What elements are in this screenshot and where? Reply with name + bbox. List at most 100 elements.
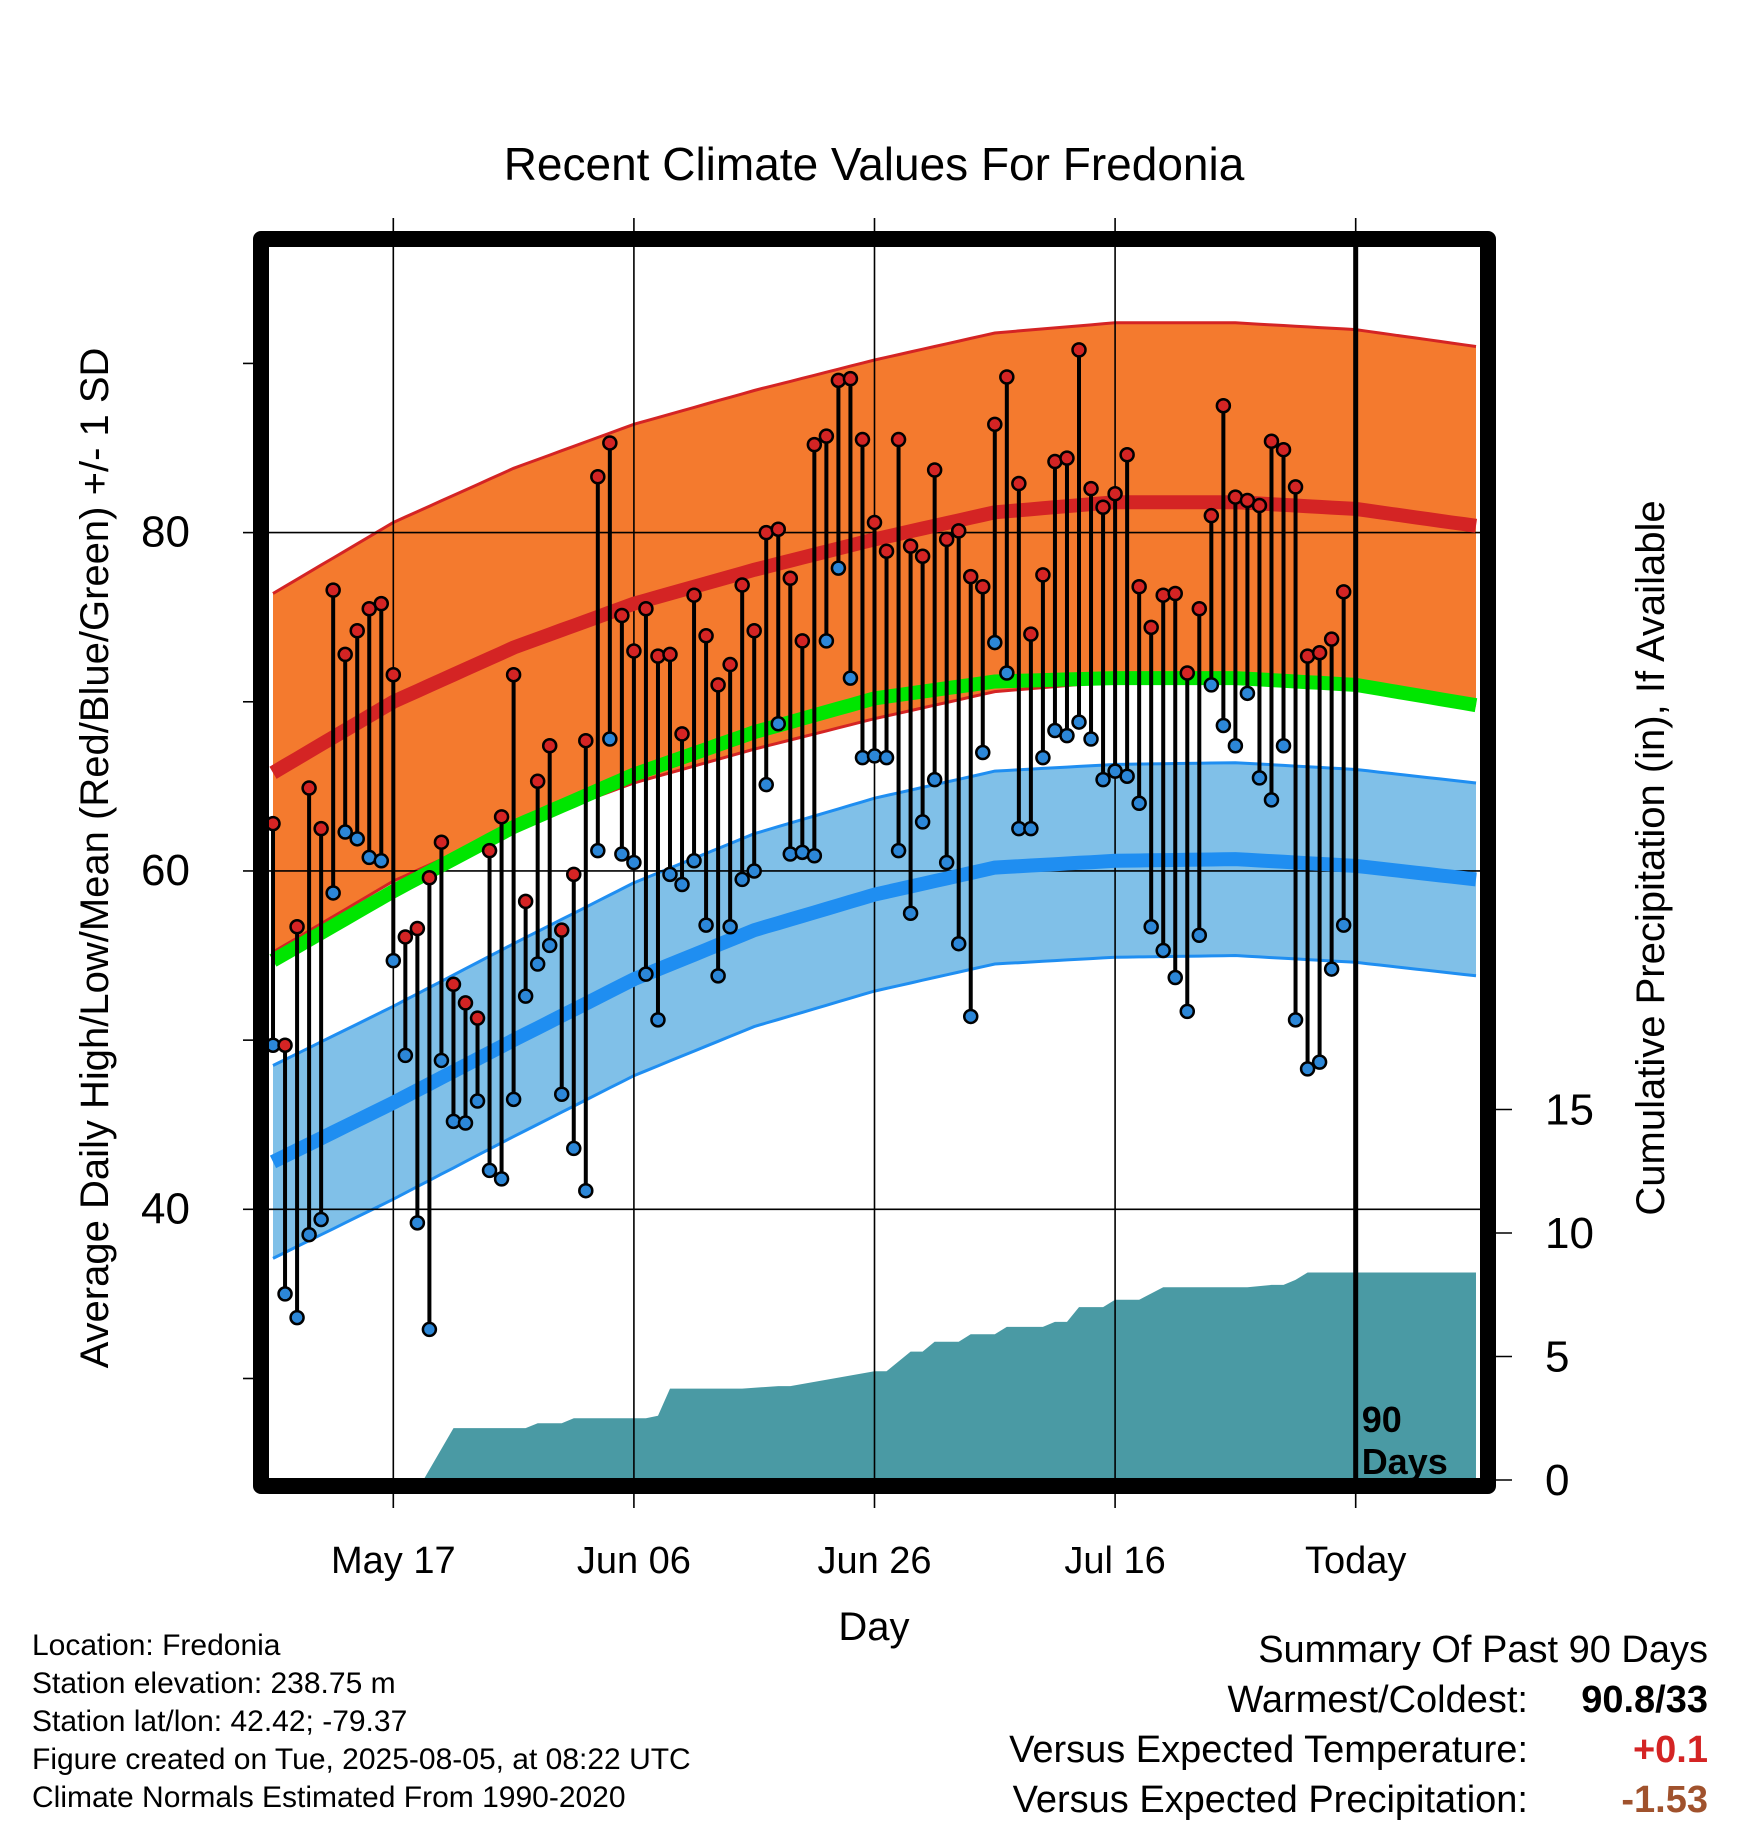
daily-high-point [999, 369, 1015, 385]
daily-high-point [1287, 479, 1304, 495]
daily-high-point [1059, 450, 1075, 466]
daily-low-point [1215, 717, 1232, 734]
daily-high-point [614, 607, 630, 624]
daily-high-point [433, 834, 450, 850]
daily-high-point [349, 622, 365, 639]
daily-high-point [529, 773, 546, 790]
daily-high-point [1179, 665, 1196, 681]
daily-high-point [277, 1037, 293, 1053]
daily-high-point [890, 431, 907, 448]
daily-low-point [1263, 792, 1280, 808]
daily-low-point [1287, 1012, 1304, 1028]
daily-high-point [1167, 585, 1183, 602]
daily-low-point [614, 846, 630, 862]
daily-low-point [902, 905, 919, 922]
daily-low-point [698, 917, 714, 933]
daily-high-point [938, 531, 955, 548]
daily-high-point [373, 595, 390, 612]
daily-low-point [1179, 1003, 1196, 1020]
daily-low-point [277, 1286, 293, 1302]
daily-high-point [806, 436, 823, 453]
daily-high-point [517, 893, 534, 910]
daily-high-point [267, 815, 281, 832]
daily-low-point [1143, 919, 1159, 935]
daily-low-point [566, 1140, 582, 1157]
daily-low-point [289, 1309, 305, 1326]
y2-tick-label: 15 [1545, 1086, 1594, 1135]
daily-low-point [1299, 1061, 1316, 1077]
daily-low-point [493, 1171, 510, 1187]
elevation-text: Station elevation: 238.75 m [32, 1667, 396, 1700]
daily-low-point [686, 853, 702, 869]
daily-low-point [1251, 770, 1268, 786]
daily-low-point [578, 1182, 594, 1199]
daily-high-point [1035, 567, 1051, 583]
daily-low-point [1167, 969, 1183, 986]
daily-low-point [1059, 727, 1075, 744]
daily-low-point [409, 1215, 426, 1231]
summary-title: Summary Of Past 90 Days [1258, 1629, 1708, 1671]
daily-low-point [674, 876, 690, 893]
x-axis-label: Day [838, 1605, 909, 1649]
daily-high-point [289, 919, 305, 935]
daily-high-point [421, 869, 438, 886]
daily-high-point [746, 622, 762, 639]
daily-high-point [445, 976, 462, 993]
x-tick-label: Today [1305, 1540, 1406, 1582]
daily-low-point [301, 1226, 317, 1243]
daily-low-point [553, 1086, 570, 1103]
daily-low-point [710, 968, 726, 984]
daily-high-point [1131, 578, 1147, 595]
daily-low-point [373, 853, 390, 869]
daily-high-point [902, 538, 919, 554]
station-info: Location: Fredonia Station elevation: 23… [32, 1627, 691, 1817]
normal-low-line [269, 852, 1477, 1169]
daily-low-point [1239, 685, 1256, 702]
daily-low-point [878, 749, 895, 766]
chart-title: Recent Climate Values For Fredonia [504, 138, 1245, 190]
daily-high-point [397, 929, 414, 945]
y-tick-label: 80 [141, 508, 190, 557]
daily-high-point [686, 587, 702, 603]
daily-low-point [626, 854, 642, 871]
daily-low-point [746, 863, 762, 879]
daily-high-point [710, 677, 726, 693]
y2-tick-label: 0 [1545, 1456, 1569, 1505]
daily-high-point [878, 543, 895, 559]
daily-low-point [529, 956, 546, 972]
daily-high-point [337, 646, 353, 663]
today-days-word: Days [1362, 1441, 1448, 1482]
daily-low-point [337, 824, 353, 840]
location-text: Location: Fredonia [32, 1629, 281, 1662]
y-tick-label: 40 [141, 1184, 190, 1233]
daily-low-point [926, 771, 943, 788]
daily-high-point [662, 646, 678, 663]
daily-high-point [457, 995, 474, 1011]
daily-low-point [1023, 820, 1039, 837]
daily-high-point [1275, 441, 1292, 458]
daily-high-point [1203, 507, 1220, 524]
daily-low-point [602, 731, 618, 747]
daily-low-point [987, 634, 1003, 651]
daily-low-point [1227, 738, 1244, 754]
daily-high-point [385, 666, 402, 683]
daily-high-point [722, 656, 738, 673]
daily-high-point [313, 820, 329, 837]
daily-high-point [409, 920, 426, 937]
daily-high-point [987, 416, 1003, 433]
daily-low-point [806, 847, 823, 864]
daily-low-point [421, 1321, 438, 1338]
daily-low-point [541, 937, 558, 954]
y2-tick-label: 5 [1545, 1333, 1569, 1382]
daily-low-point [1335, 917, 1352, 933]
daily-low-point [770, 716, 787, 732]
daily-low-point [349, 831, 365, 847]
daily-low-point [469, 1093, 486, 1109]
x-tick-label: May 17 [331, 1540, 456, 1582]
daily-low-point [457, 1115, 474, 1131]
daily-low-point [433, 1052, 450, 1069]
y2-tick-label: 10 [1545, 1209, 1594, 1258]
daily-low-point [1275, 738, 1292, 754]
daily-low-point [950, 935, 967, 952]
